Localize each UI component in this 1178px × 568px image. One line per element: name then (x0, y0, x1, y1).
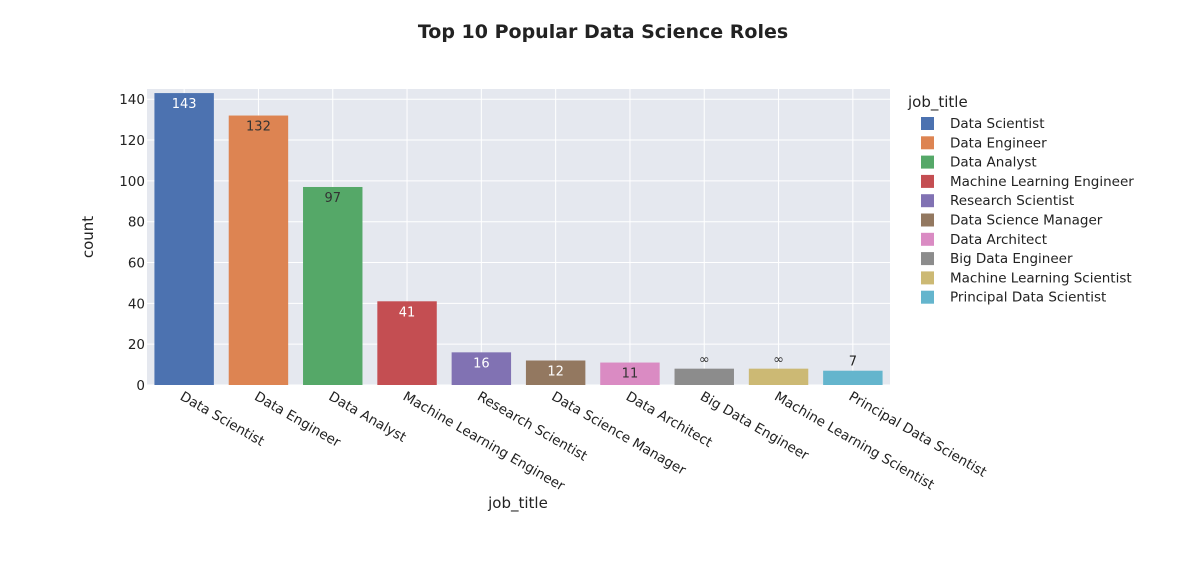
legend-item-label: Machine Learning Engineer (950, 174, 1134, 190)
legend-item-label: Big Data Engineer (950, 251, 1073, 267)
y-tick-label: 20 (128, 337, 145, 353)
bar (303, 186, 363, 385)
bar (525, 360, 586, 385)
legend-title: job_title (907, 93, 968, 112)
legend-swatch (921, 155, 934, 169)
bar-data-label: 132 (246, 120, 271, 135)
bar (600, 362, 660, 385)
bar-data-label: 143 (172, 97, 197, 112)
bar (674, 368, 734, 385)
chart-title: Top 10 Popular Data Science Roles (418, 21, 788, 43)
x-tick-label: Principal Data Scientist (846, 389, 989, 481)
y-tick-label: 140 (119, 92, 145, 108)
legend: job_title Data Scientist Data Engineer Dat… (907, 93, 1134, 306)
bar-data-label: 41 (399, 305, 416, 320)
bar (823, 370, 883, 385)
legend-item-label: Machine Learning Scientist (950, 270, 1132, 286)
bar-data-label: 11 (622, 367, 639, 382)
y-tick-label: 120 (119, 133, 145, 149)
legend-swatch (921, 194, 934, 208)
y-tick-label: 60 (128, 256, 145, 272)
legend-swatch (921, 174, 934, 188)
legend-item-label: Principal Data Scientist (950, 290, 1106, 306)
x-axis-label: job_title (487, 494, 548, 513)
bar (228, 115, 289, 385)
bar-data-label: 7 (849, 355, 857, 370)
legend-swatch (921, 136, 934, 150)
legend-swatch (921, 232, 934, 246)
legend-item-label: Data Analyst (950, 155, 1037, 171)
legend-swatch (921, 271, 934, 285)
bar (377, 301, 437, 385)
bar-data-label: 97 (324, 191, 341, 206)
y-axis-ticks: 0 20 40 60 80 100 120 140 (119, 92, 145, 394)
legend-item-label: Data Engineer (950, 135, 1047, 151)
bar-labels: 143 132 97 41 16 12 11 ∞ ∞ 7 (172, 97, 857, 381)
bar (451, 352, 512, 385)
legend-item-label: Data Architect (950, 232, 1047, 248)
bar-data-label: 16 (473, 356, 490, 371)
x-tick-label: Data Science Manager (549, 389, 689, 479)
legend-swatch (921, 290, 934, 304)
bar-data-label: 12 (547, 365, 564, 380)
bars (154, 93, 883, 385)
legend-item-label: Data Scientist (950, 116, 1045, 132)
y-tick-label: 40 (128, 296, 145, 312)
y-tick-label: 80 (128, 215, 145, 231)
legend-swatch (921, 252, 934, 266)
legend-swatch (921, 213, 934, 227)
bar (154, 93, 214, 385)
bar (748, 368, 809, 385)
y-axis-label: count (79, 216, 97, 258)
legend-swatch (921, 117, 934, 130)
bar-data-label: ∞ (773, 353, 784, 368)
legend-item-label: Data Science Manager (950, 213, 1103, 229)
y-tick-label: 100 (119, 174, 145, 190)
legend-item-label: Research Scientist (950, 193, 1074, 209)
y-tick-label: 0 (136, 378, 145, 394)
bar-data-label: ∞ (699, 353, 710, 368)
